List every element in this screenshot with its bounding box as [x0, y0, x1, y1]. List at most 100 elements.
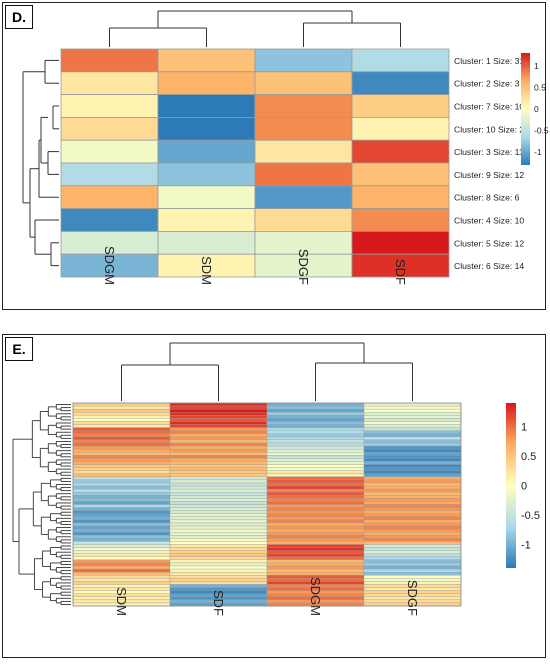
row-label: Cluster: 10 Size: 20	[454, 124, 529, 134]
heatmap-cell	[169, 510, 268, 514]
heatmap-cell	[363, 424, 462, 428]
heatmap-cell	[169, 559, 268, 564]
heatmap-cell	[60, 117, 159, 141]
heatmap-cell	[60, 139, 159, 164]
heatmap-cell	[363, 467, 462, 471]
heatmap-cell	[72, 488, 171, 493]
column-label: SDM	[114, 587, 129, 616]
color-legend-bar	[521, 53, 530, 165]
heatmap-cell	[72, 470, 171, 474]
panel-label: D.	[5, 5, 33, 29]
heatmap-cell	[60, 162, 159, 187]
heatmap-cell	[157, 230, 256, 255]
heatmap-cell	[363, 415, 462, 419]
heatmap-cell	[363, 448, 462, 453]
heatmap-cell	[254, 117, 353, 141]
row-label: Cluster: 2 Size: 3	[454, 79, 520, 89]
heatmap-cell	[72, 430, 171, 434]
heatmap-cell	[254, 94, 353, 118]
heatmap-cell	[363, 405, 462, 410]
heatmap-cell	[266, 439, 365, 444]
column-label: SDGM	[308, 577, 323, 616]
heatmap-cell	[363, 408, 462, 413]
heatmap-cell	[363, 550, 462, 554]
heatmap-cell	[363, 504, 462, 508]
row-label: Cluster: 1 Size: 31	[454, 56, 524, 66]
column-label: SDF	[211, 590, 226, 616]
heatmap-cell	[266, 535, 365, 539]
heatmap-border	[72, 402, 462, 607]
legend-tick-label: 0	[534, 104, 539, 114]
heatmap-cell	[266, 473, 365, 477]
heatmap-cell	[169, 513, 268, 517]
heatmap-cell	[72, 492, 171, 496]
heatmap-cell	[351, 71, 450, 96]
heatmap-cell	[363, 556, 462, 561]
heatmap-cell	[72, 571, 171, 576]
heatmap-cell	[363, 452, 462, 456]
heatmap-cell	[72, 424, 171, 428]
heatmap-cell	[72, 556, 171, 561]
heatmap-cell	[363, 507, 462, 511]
heatmap-cell	[169, 516, 268, 521]
heatmap-cell	[169, 522, 268, 527]
heatmap-cell	[72, 516, 171, 521]
heatmap-cell	[72, 405, 171, 410]
heatmap-cell	[363, 571, 462, 576]
heatmap-cell	[72, 495, 171, 499]
heatmap-cell	[363, 492, 462, 496]
heatmap-cell	[72, 458, 171, 462]
heatmap-cell	[363, 498, 462, 502]
heatmap-cell	[169, 405, 268, 410]
heatmap-cell	[363, 562, 462, 567]
panel-e: E. SDM SDF SDGM SDGF 1 0.5 0 -0.5 -1	[2, 334, 546, 658]
heatmap-cell	[72, 565, 171, 570]
heatmap-cell	[169, 538, 268, 542]
heatmap-cell	[266, 516, 365, 521]
heatmap-cell	[169, 575, 268, 579]
heatmap-cell	[157, 94, 256, 118]
heatmap-cell	[266, 547, 365, 551]
heatmap-cell	[169, 528, 268, 533]
heatmap-cell	[72, 553, 171, 557]
heatmap-cell	[72, 461, 171, 465]
heatmap-cell	[266, 532, 365, 536]
heatmap-cell	[363, 436, 462, 441]
heatmap-cell	[72, 525, 171, 530]
heatmap-cell	[169, 507, 268, 511]
heatmap-cell	[72, 436, 171, 441]
heatmap-cell	[266, 415, 365, 419]
heatmap-cell	[363, 464, 462, 468]
heatmap-cell	[72, 504, 171, 508]
row-label: Cluster: 9 Size: 12	[454, 170, 524, 180]
heatmap-cell	[72, 559, 171, 564]
heatmap-cell	[266, 498, 365, 502]
heatmap-cell	[266, 495, 365, 499]
heatmap-cell	[266, 559, 365, 564]
heatmap-cell	[157, 48, 256, 73]
heatmap-cell	[169, 532, 268, 536]
legend-tick-label: -0.5	[534, 126, 549, 136]
heatmap-cell	[266, 571, 365, 576]
heatmap-cell	[363, 485, 462, 490]
heatmap-cell	[363, 565, 462, 570]
heatmap-cell	[72, 575, 171, 579]
heatmap-cell	[72, 464, 171, 468]
heatmap-cell	[169, 553, 268, 557]
heatmap-cell	[169, 568, 268, 573]
heatmap-cell	[169, 485, 268, 490]
heatmap-cell	[169, 433, 268, 438]
legend-tick-label: 0	[521, 481, 527, 493]
heatmap-cell	[72, 412, 171, 416]
heatmap-cell	[363, 430, 462, 434]
heatmap-cell	[169, 452, 268, 456]
heatmap-cell	[169, 498, 268, 502]
heatmap-cell	[72, 568, 171, 573]
heatmap-cell	[266, 510, 365, 514]
heatmap-cell	[169, 504, 268, 508]
heatmap-e: SDM SDF SDGM SDGF 1 0.5 0 -0.5 -1	[12, 342, 540, 616]
heatmap-d: Cluster: 1 Size: 31 Cluster: 2 Size: 3 Clu…	[22, 10, 549, 285]
heatmap-cell	[169, 442, 268, 447]
heatmap-cell	[72, 547, 171, 551]
heatmap-cell	[60, 208, 159, 232]
